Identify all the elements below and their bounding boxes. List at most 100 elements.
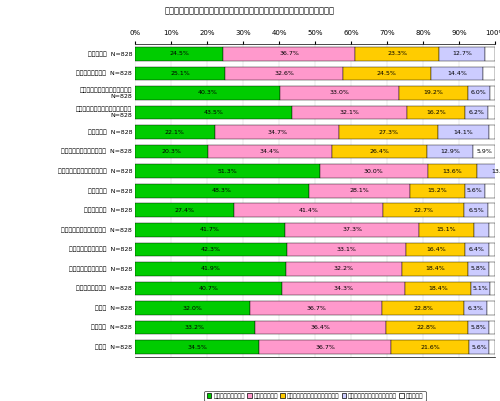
Text: 27.4%: 27.4% [174, 208, 195, 213]
Bar [420, 223, 474, 237]
Bar [135, 67, 226, 80]
Bar [340, 125, 438, 139]
Bar [464, 301, 487, 315]
Text: 23.3%: 23.3% [388, 51, 407, 57]
Text: 22.1%: 22.1% [165, 130, 184, 135]
Text: 43.5%: 43.5% [204, 110, 223, 115]
Text: 22.8%: 22.8% [414, 306, 434, 310]
Text: 6.4%: 6.4% [469, 247, 485, 252]
Bar [483, 67, 495, 80]
Bar [399, 86, 468, 100]
Text: 33.0%: 33.0% [330, 91, 349, 95]
Text: 24.5%: 24.5% [377, 71, 397, 76]
Bar [431, 67, 483, 80]
Bar [135, 145, 208, 158]
Bar [208, 145, 332, 158]
Text: 22.7%: 22.7% [414, 208, 434, 213]
Bar [406, 243, 466, 256]
Text: 42.3%: 42.3% [201, 247, 221, 252]
Bar [438, 125, 488, 139]
Bar [135, 184, 309, 198]
Bar [488, 243, 495, 256]
Text: 13.6%: 13.6% [442, 169, 462, 174]
Bar [410, 184, 465, 198]
Text: 40.7%: 40.7% [198, 286, 218, 291]
Bar [405, 282, 471, 295]
Bar [285, 223, 420, 237]
Text: 27.3%: 27.3% [378, 130, 398, 135]
Bar [489, 340, 495, 354]
Text: 16.4%: 16.4% [426, 247, 446, 252]
Bar [280, 86, 399, 100]
Text: 14.4%: 14.4% [447, 71, 467, 76]
Bar [488, 125, 495, 139]
Text: 15.1%: 15.1% [437, 227, 456, 232]
Text: 22.8%: 22.8% [416, 325, 436, 330]
Text: 32.6%: 32.6% [274, 71, 294, 76]
Bar [135, 47, 223, 61]
Bar [464, 203, 488, 217]
Bar [407, 106, 466, 119]
Text: 32.2%: 32.2% [334, 266, 354, 271]
Bar [489, 262, 495, 276]
Text: 15.2%: 15.2% [428, 188, 448, 193]
Text: 28.1%: 28.1% [350, 188, 370, 193]
Text: 32.1%: 32.1% [340, 110, 359, 115]
Text: 32.0%: 32.0% [182, 306, 203, 310]
Text: 36.7%: 36.7% [306, 306, 326, 310]
Bar [382, 301, 464, 315]
Text: 6.2%: 6.2% [468, 110, 484, 115]
Bar [135, 321, 254, 334]
Bar [471, 282, 490, 295]
Bar [259, 340, 392, 354]
Text: 51.3%: 51.3% [218, 169, 237, 174]
Bar [386, 321, 468, 334]
Bar [382, 203, 464, 217]
Text: 41.4%: 41.4% [298, 208, 318, 213]
Text: 5.6%: 5.6% [472, 344, 487, 350]
Text: 41.7%: 41.7% [200, 227, 220, 232]
Text: 37.3%: 37.3% [342, 227, 362, 232]
Bar [292, 106, 407, 119]
Bar [282, 282, 405, 295]
Bar [489, 223, 496, 237]
Text: 36.4%: 36.4% [310, 325, 330, 330]
Text: 6.0%: 6.0% [471, 91, 486, 95]
Bar [226, 67, 342, 80]
Bar [135, 164, 320, 178]
Text: 5.6%: 5.6% [467, 188, 482, 193]
Text: 20.3%: 20.3% [162, 149, 182, 154]
Bar [135, 203, 234, 217]
Bar [465, 184, 485, 198]
Bar [474, 223, 489, 237]
Bar [485, 47, 495, 61]
Text: 24.5%: 24.5% [169, 51, 189, 57]
Text: 34.4%: 34.4% [260, 149, 280, 154]
Bar [468, 262, 489, 276]
Bar [135, 340, 259, 354]
Text: 34.7%: 34.7% [267, 130, 287, 135]
Bar [474, 145, 494, 158]
Bar [356, 47, 439, 61]
Bar [488, 321, 495, 334]
Bar [342, 67, 431, 80]
Bar [488, 203, 494, 217]
Bar [476, 164, 500, 178]
Bar [135, 125, 214, 139]
Text: 18.4%: 18.4% [425, 266, 445, 271]
Bar [427, 145, 474, 158]
Bar [332, 145, 427, 158]
Bar [135, 262, 286, 276]
Text: 5.8%: 5.8% [470, 325, 486, 330]
Bar [402, 262, 468, 276]
Text: 6.3%: 6.3% [468, 306, 483, 310]
Bar [135, 106, 292, 119]
Text: 16.2%: 16.2% [426, 110, 446, 115]
Text: 41.9%: 41.9% [200, 266, 220, 271]
Text: 6.5%: 6.5% [468, 208, 484, 213]
Bar [468, 86, 489, 100]
Text: 18.4%: 18.4% [428, 286, 448, 291]
Text: 34.3%: 34.3% [334, 286, 353, 291]
Text: 36.7%: 36.7% [316, 344, 335, 350]
Text: 14.1%: 14.1% [454, 130, 473, 135]
